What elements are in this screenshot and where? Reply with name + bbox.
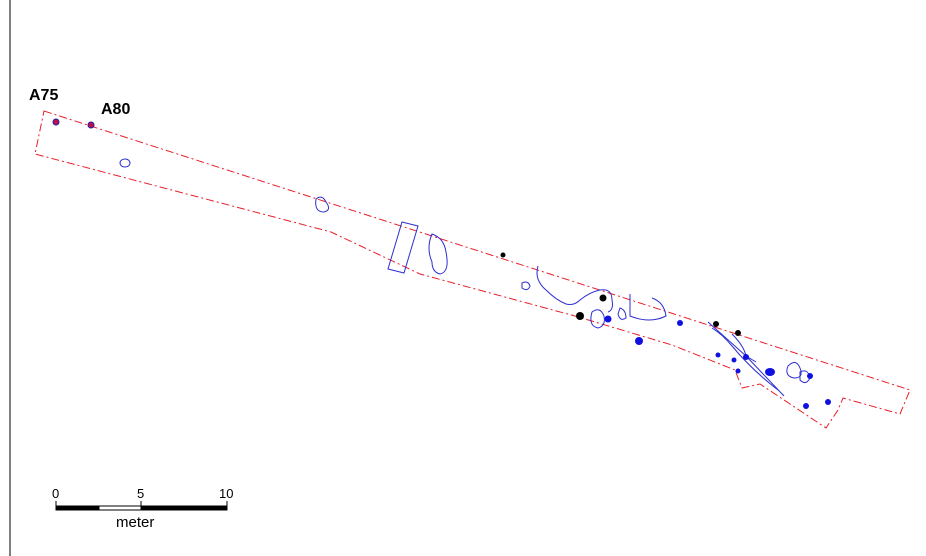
dot-blue <box>731 357 737 363</box>
feature-arc <box>629 294 667 321</box>
dot-black <box>500 252 506 258</box>
scalebar-unit: meter <box>116 514 154 531</box>
dot-black <box>576 312 584 320</box>
feature-right-pit <box>786 362 802 379</box>
scalebar-segment-1 <box>56 506 99 510</box>
feature-rectangle <box>387 221 419 274</box>
scalebar-label-10: 10 <box>219 486 233 501</box>
feature-small-oval <box>119 158 131 168</box>
dot-blue <box>825 399 831 405</box>
feature-lobe-2 <box>617 307 627 320</box>
dot-blue <box>735 368 741 374</box>
dot-black <box>713 321 719 327</box>
finds-dots <box>500 252 831 409</box>
dot-blue <box>677 320 683 326</box>
label-a75: A75 <box>29 87 58 104</box>
scalebar-segment-3 <box>141 506 227 510</box>
feature-outlines <box>119 158 811 397</box>
scale-bar: 0 5 10 meter <box>52 486 233 531</box>
feature-lobe-1 <box>590 309 605 329</box>
feature-pit-1 <box>315 196 330 213</box>
trench-boundary <box>34 110 911 429</box>
dot-black <box>735 330 741 336</box>
dot-blue <box>604 315 612 323</box>
feature-pit-2 <box>428 233 448 275</box>
feature-diagonal-2 <box>711 327 779 391</box>
scalebar-segment-2 <box>98 505 142 511</box>
marker-a75 <box>52 118 60 126</box>
dot-blue <box>807 373 813 379</box>
label-a80: A80 <box>101 101 130 118</box>
scalebar-label-5: 5 <box>137 486 144 501</box>
dot-black <box>599 294 607 302</box>
dot-blue <box>743 354 749 360</box>
dot-blue <box>803 403 809 409</box>
dot-blue <box>635 337 643 345</box>
marker-a80 <box>87 121 95 129</box>
dot-blue <box>715 352 721 358</box>
dot-blue <box>765 368 775 376</box>
scalebar-label-0: 0 <box>52 486 59 501</box>
feature-small-blob <box>521 281 531 291</box>
feature-large-area <box>536 265 613 313</box>
